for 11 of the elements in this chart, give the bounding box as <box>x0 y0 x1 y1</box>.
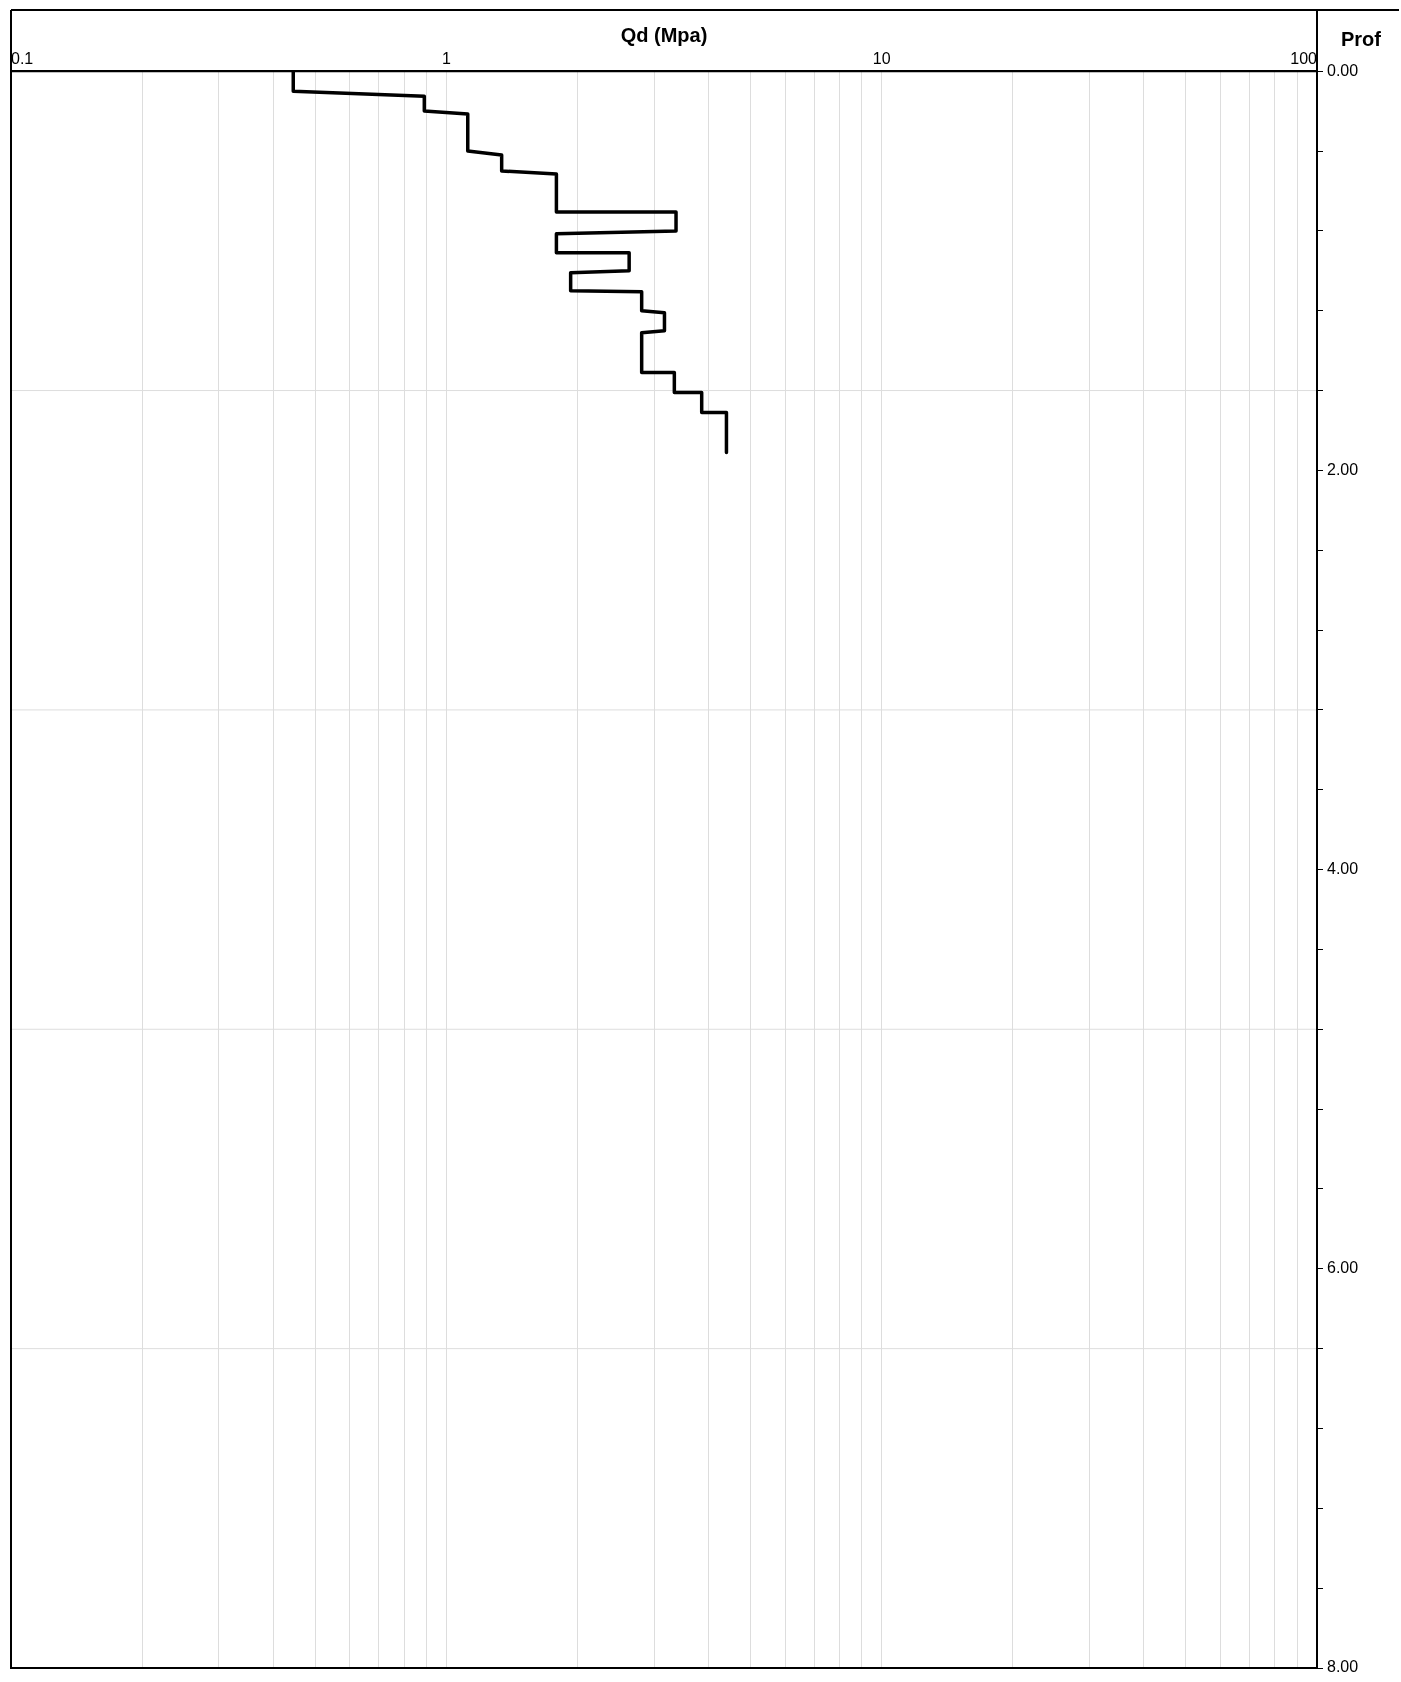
x-tick-label: 10 <box>872 50 891 68</box>
y-tick-label: 2.00 <box>1327 460 1359 478</box>
y-tick-label: 4.00 <box>1327 860 1359 878</box>
x-axis-title: Qd (Mpa) <box>620 23 708 46</box>
x-tick-label: 1 <box>441 50 451 68</box>
x-tick-label: 0.1 <box>11 50 34 68</box>
x-tick-label: 100 <box>1290 50 1318 68</box>
y-axis-title: Prof <box>1341 27 1382 50</box>
y-tick-label: 6.00 <box>1327 1259 1359 1277</box>
y-tick-label: 0.00 <box>1327 61 1359 79</box>
y-tick-label: 8.00 <box>1327 1658 1359 1676</box>
